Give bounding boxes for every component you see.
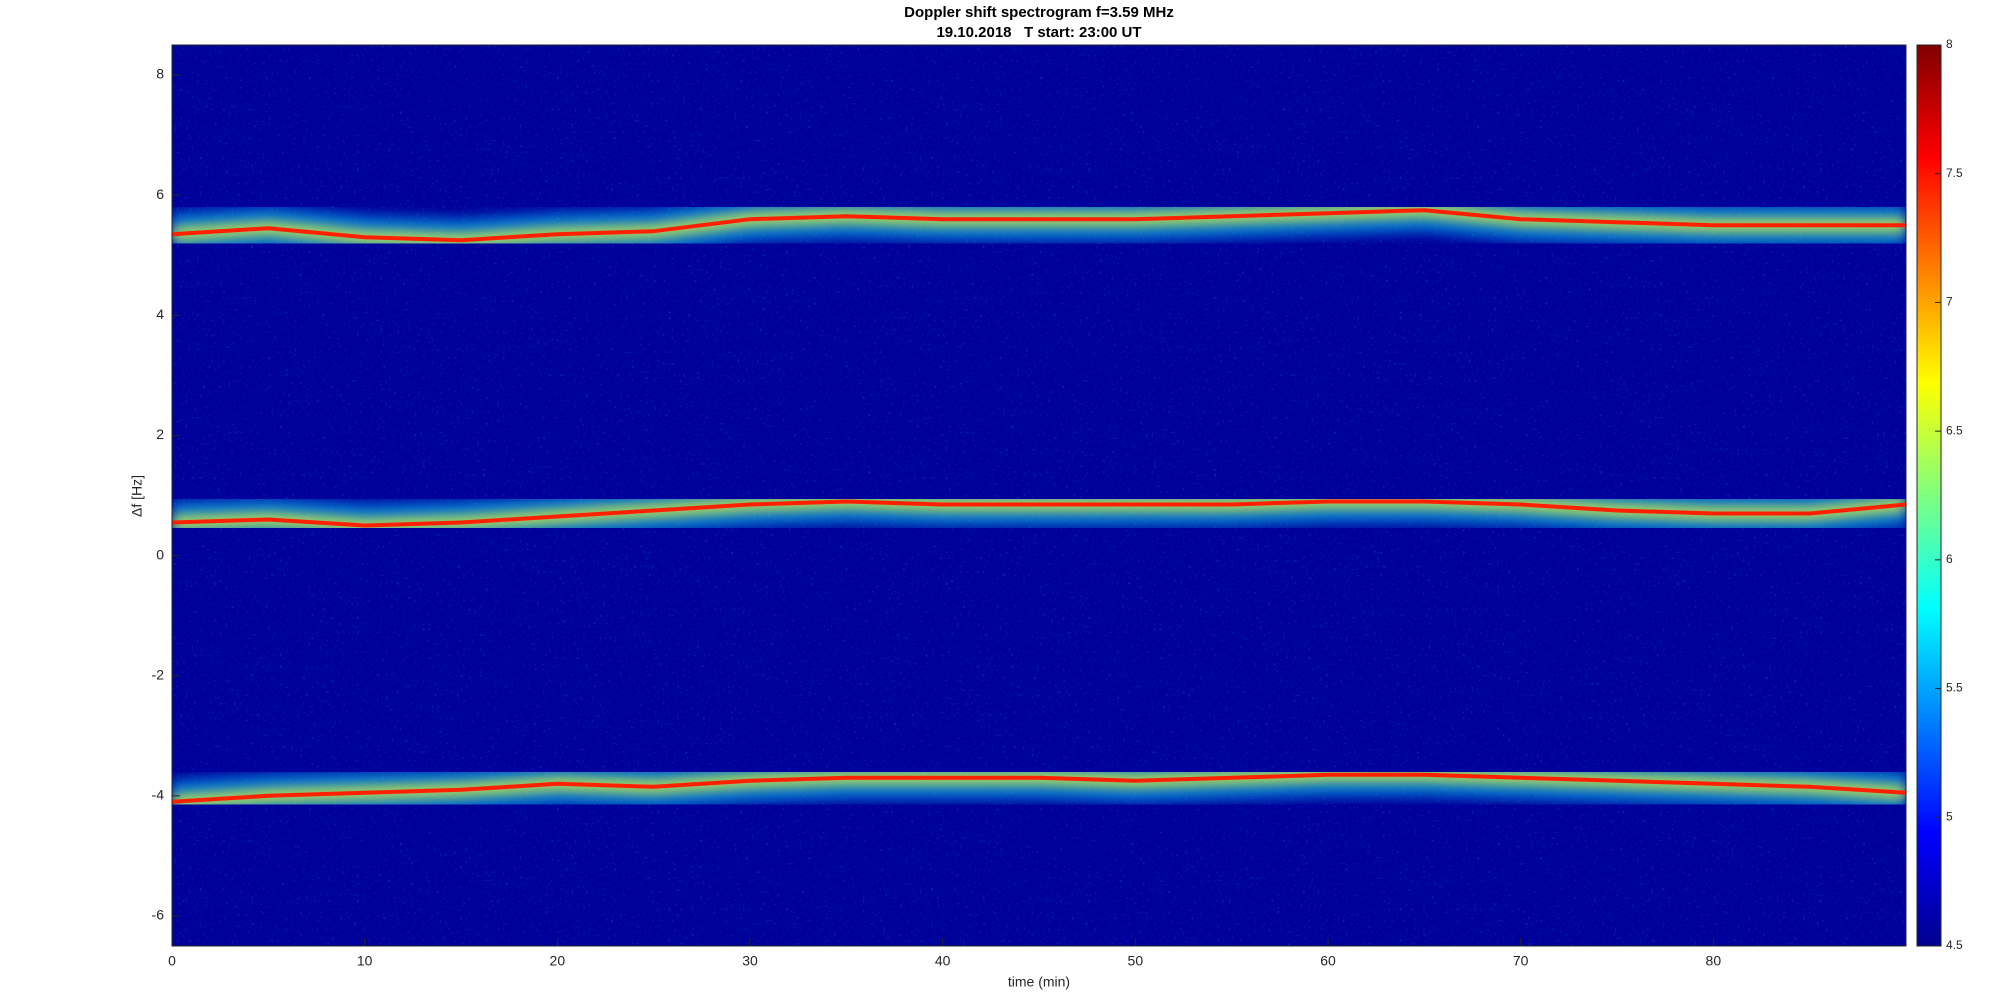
x-tick-label: 0 xyxy=(168,953,176,969)
y-tick-label: 8 xyxy=(156,66,164,82)
y-tick-label: -4 xyxy=(152,787,165,803)
trace-line xyxy=(172,499,1906,528)
colorbar-tick-label: 5.5 xyxy=(1946,681,1963,695)
x-tick-label: 70 xyxy=(1513,953,1529,969)
y-tick-label: 4 xyxy=(156,306,164,322)
colorbar-tick-label: 7 xyxy=(1946,295,1953,309)
chart-title: Doppler shift spectrogram f=3.59 MHz xyxy=(904,4,1174,21)
colorbar-tick-label: 6.5 xyxy=(1946,423,1963,437)
x-tick-label: 20 xyxy=(550,953,566,969)
x-tick-label: 10 xyxy=(357,953,373,969)
y-tick-label: -6 xyxy=(152,907,165,923)
colorbar-tick-label: 7.5 xyxy=(1946,166,1963,180)
x-tick-label: 30 xyxy=(742,953,758,969)
colorbar-tick-label: 4.5 xyxy=(1946,938,1963,952)
traces xyxy=(172,188,1906,824)
colorbar-tick-label: 8 xyxy=(1946,37,1953,51)
colorbar xyxy=(1916,44,1942,947)
y-tick-label: 0 xyxy=(156,546,164,562)
y-tick-label: 2 xyxy=(156,426,164,442)
trace-line xyxy=(172,208,1906,243)
colorbar-tick-label: 5 xyxy=(1946,809,1953,823)
x-tick-label: 40 xyxy=(935,953,951,969)
chart-subtitle: 19.10.2018 T start: 23:00 UT xyxy=(936,24,1141,41)
y-tick-label: 6 xyxy=(156,186,164,202)
x-axis-label: time (min) xyxy=(1008,974,1070,990)
y-tick-label: -2 xyxy=(152,666,165,682)
plot-frame xyxy=(171,44,1907,947)
colorbar-tick-label: 6 xyxy=(1946,552,1953,566)
trace-line xyxy=(172,772,1906,804)
x-tick-label: 80 xyxy=(1706,953,1722,969)
x-tick-label: 50 xyxy=(1128,953,1144,969)
y-axis-label: Δf [Hz] xyxy=(129,475,145,517)
x-tick-label: 60 xyxy=(1320,953,1336,969)
